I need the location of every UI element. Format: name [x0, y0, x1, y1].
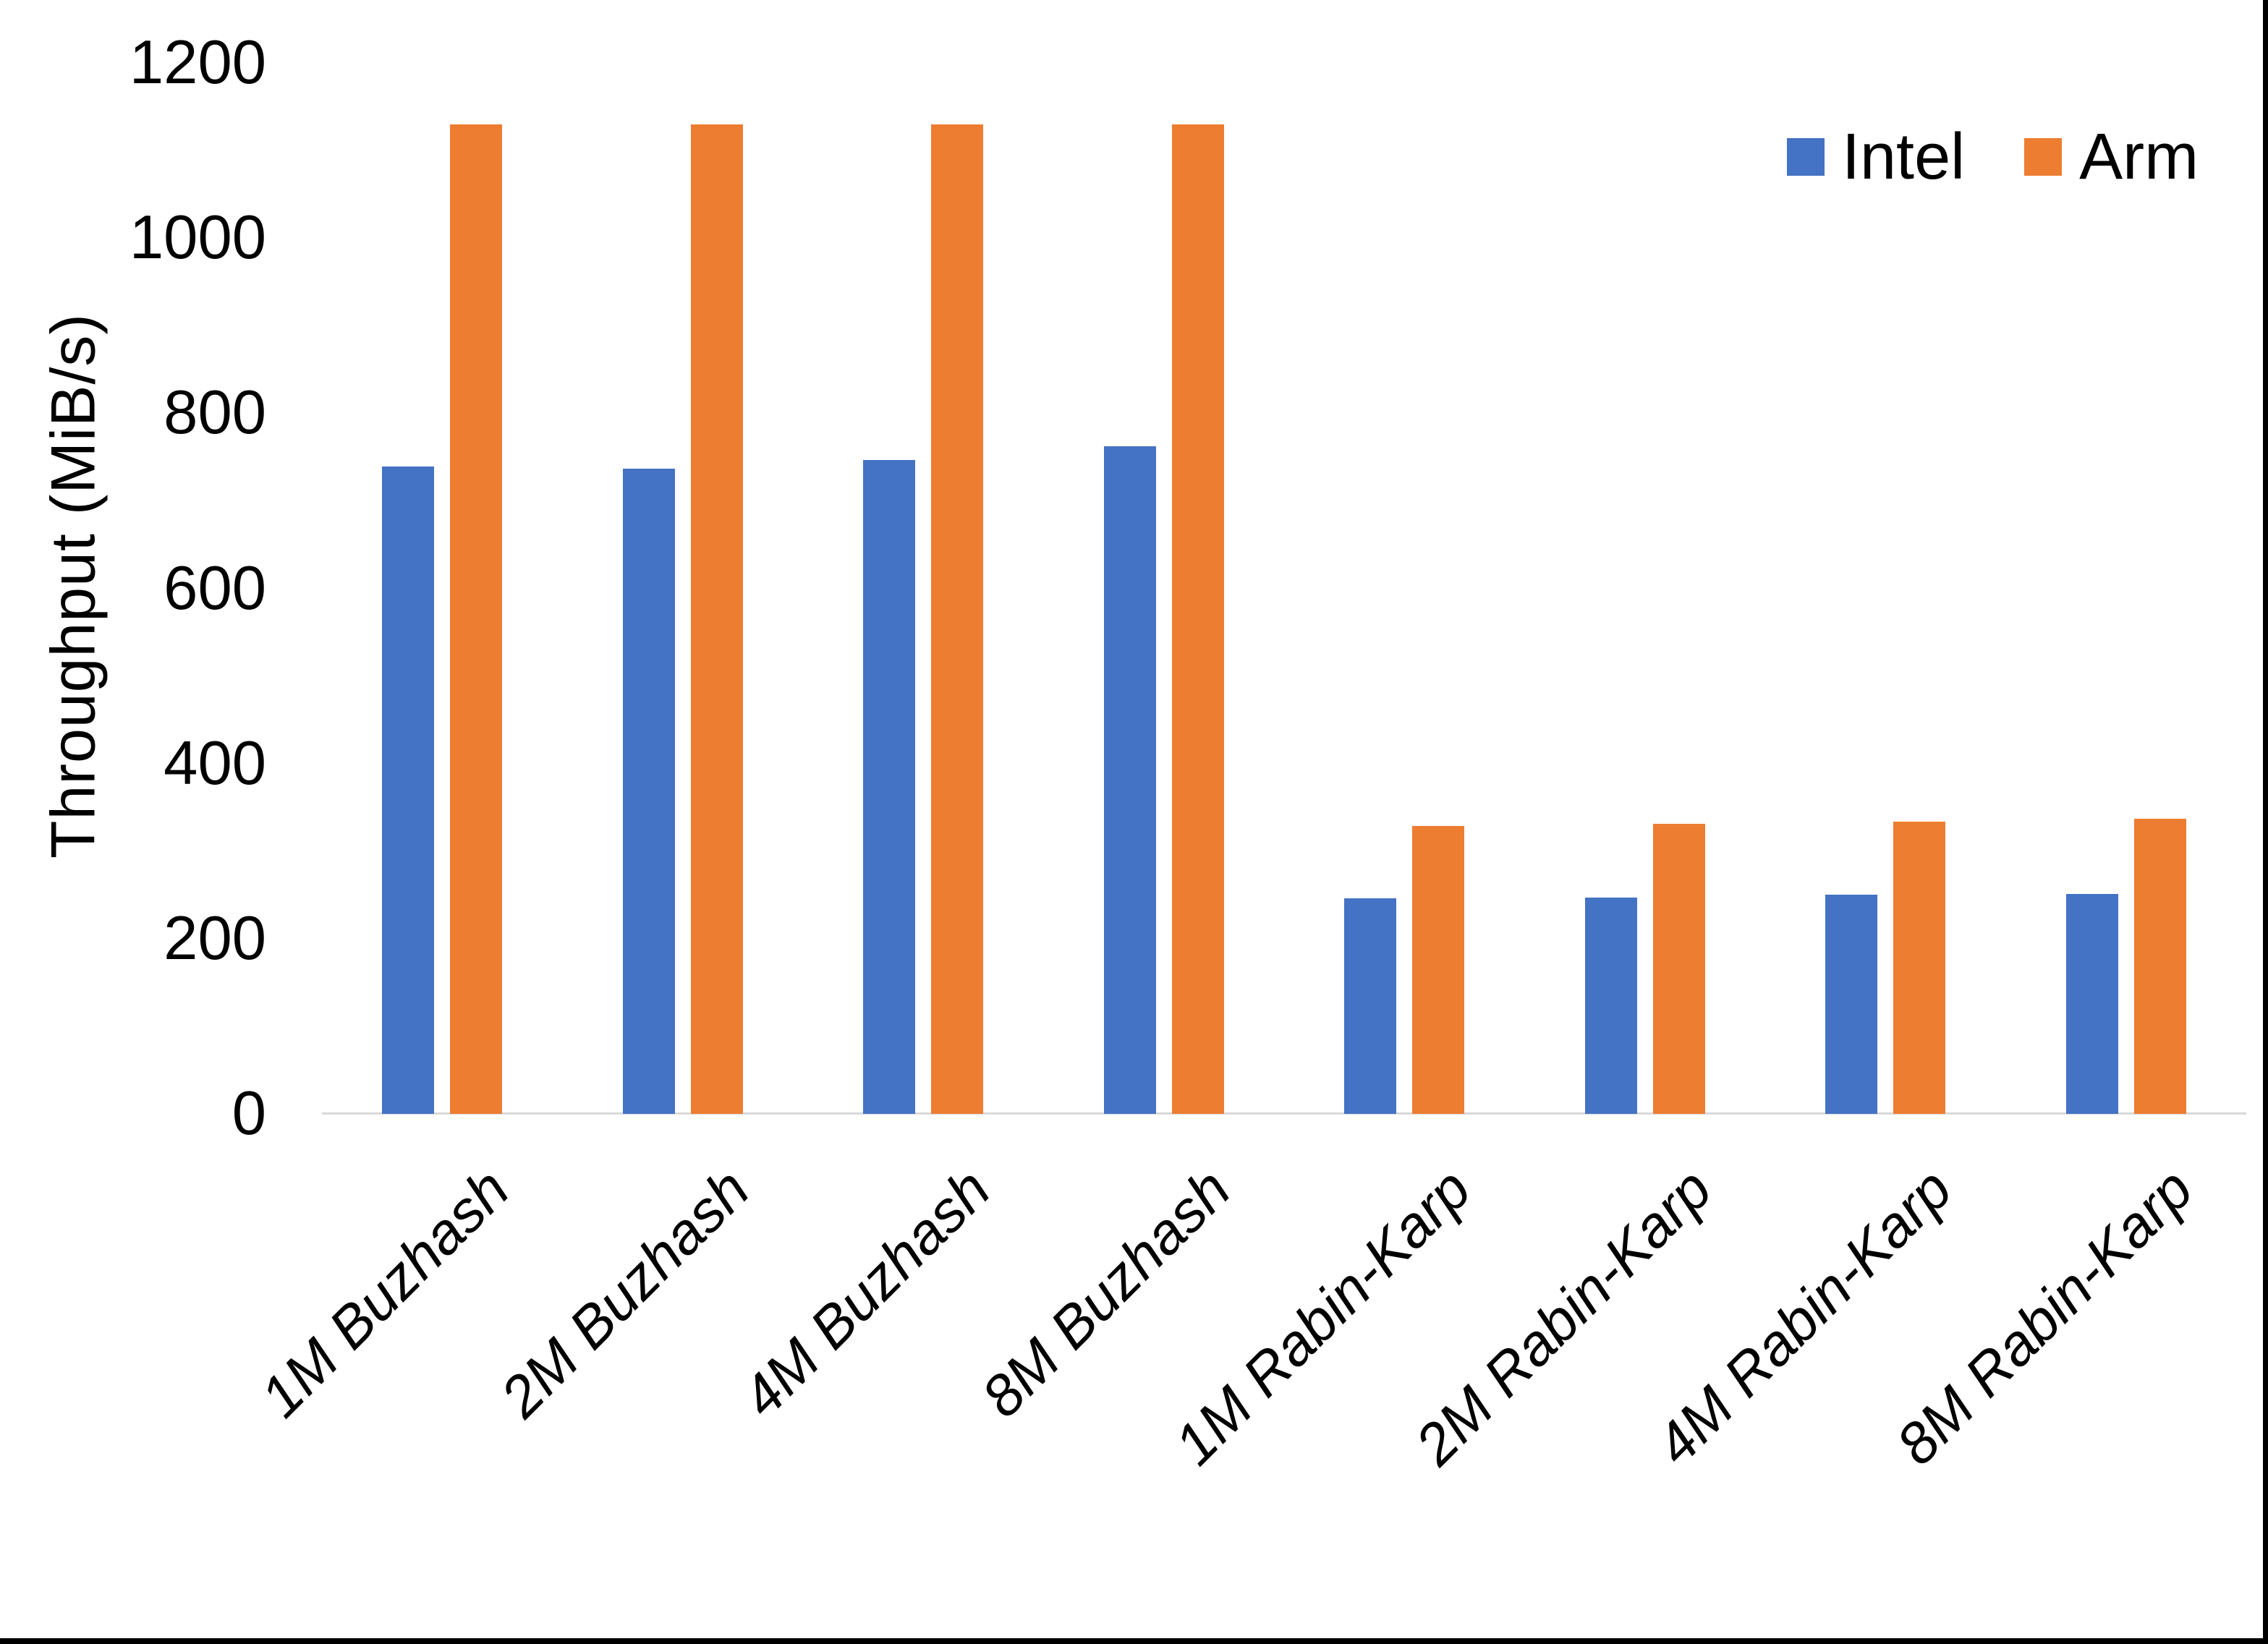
bar-intel-1m-buzhash	[382, 467, 435, 1114]
x-axis-label-1m-buzhash: 1M Buzhash	[247, 1156, 521, 1430]
y-tick-label: 1000	[129, 203, 266, 273]
x-axis-line	[322, 1112, 2246, 1115]
x-axis-label-2m-buzhash: 2M Buzhash	[488, 1156, 762, 1430]
bar-arm-8m-rabin-karp	[2133, 818, 2186, 1114]
bar-intel-4m-buzhash	[863, 459, 916, 1114]
y-tick-label: 0	[232, 1079, 266, 1148]
legend: Intel Arm	[1787, 124, 2199, 189]
bar-arm-8m-buzhash	[1171, 124, 1224, 1114]
bar-intel-8m-rabin-karp	[2065, 894, 2118, 1114]
legend-item-arm: Arm	[2024, 124, 2199, 189]
screenshot-bottom-border	[0, 1638, 2268, 1644]
bar-arm-2m-rabin-karp	[1652, 824, 1705, 1114]
y-tick-label: 1200	[129, 28, 266, 97]
legend-label-arm: Arm	[2079, 121, 2199, 193]
y-tick-label: 600	[163, 553, 266, 623]
screenshot-right-border	[2263, 0, 2268, 1644]
bar-intel-4m-rabin-karp	[1825, 895, 1878, 1114]
legend-item-intel: Intel	[1787, 124, 1965, 189]
y-tick-label: 400	[163, 728, 266, 798]
y-tick-label: 800	[163, 378, 266, 448]
bar-intel-1m-rabin-karp	[1344, 898, 1397, 1114]
bar-arm-4m-buzhash	[931, 124, 984, 1114]
bar-intel-2m-rabin-karp	[1584, 897, 1637, 1114]
bar-arm-2m-buzhash	[690, 124, 743, 1114]
legend-swatch-arm	[2024, 138, 2063, 176]
x-axis-label-4m-buzhash: 4M Buzhash	[729, 1156, 1002, 1430]
legend-label-intel: Intel	[1842, 121, 1966, 193]
bar-arm-1m-buzhash	[450, 124, 503, 1114]
bar-arm-4m-rabin-karp	[1893, 821, 1946, 1114]
legend-swatch-intel	[1787, 138, 1825, 176]
bar-arm-1m-rabin-karp	[1412, 825, 1465, 1114]
bar-intel-2m-buzhash	[622, 468, 675, 1114]
y-tick-label: 200	[163, 903, 266, 973]
bar-intel-8m-buzhash	[1103, 446, 1156, 1114]
